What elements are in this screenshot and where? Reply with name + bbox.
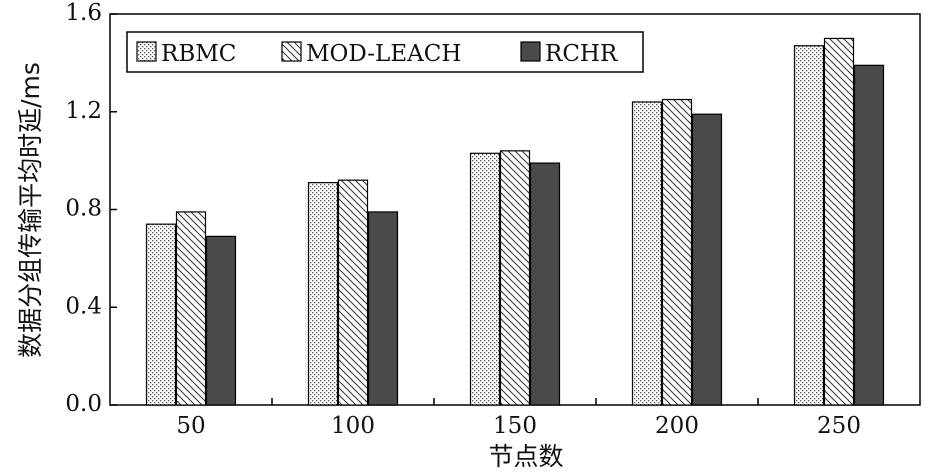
plot-area: 0.0 0.4 0.8 1.2 1.6 50 100 150 200 250 (65, 0, 921, 439)
y-tick-label: 1.6 (65, 0, 102, 26)
y-tick-label: 0.4 (65, 293, 102, 319)
bar-mod-leach (175, 211, 207, 406)
y-tick-label: 0.8 (65, 196, 102, 222)
bar-rchr (205, 235, 237, 406)
y-tick-label: 0.0 (65, 391, 102, 417)
x-tick-label: 50 (176, 413, 205, 439)
legend-label: MOD-LEACH (306, 41, 461, 67)
bar-mod-leach (499, 150, 531, 406)
x-tick-label: 150 (493, 413, 537, 439)
x-axis-title: 节点数 (488, 442, 563, 471)
bar-mod-leach (661, 98, 693, 406)
x-tick-label: 200 (655, 413, 699, 439)
bar-rbmc (793, 45, 825, 406)
bar-mod-leach (823, 37, 855, 406)
bar-rbmc (145, 223, 177, 406)
legend-swatch (281, 41, 302, 62)
bars (145, 37, 885, 406)
y-axis-title: 数据分组传输平均时延/ms (16, 62, 45, 358)
legend: RBMC MOD-LEACH RCHR (126, 31, 644, 73)
legend-label: RCHR (545, 41, 618, 67)
bar-rchr (367, 211, 399, 406)
y-axis: 0.0 0.4 0.8 1.2 1.6 (65, 0, 117, 417)
bar-rbmc (469, 152, 501, 406)
bar-rchr (691, 113, 723, 406)
legend-label: RBMC (161, 41, 236, 67)
legend-box (126, 31, 644, 73)
bar-rchr (853, 64, 885, 406)
y-tick-label: 1.2 (65, 98, 102, 124)
bar-rchr (529, 162, 561, 406)
x-tick-label: 100 (331, 413, 375, 439)
legend-swatch (520, 41, 541, 62)
legend-swatch (136, 41, 157, 62)
x-axis: 50 100 150 200 250 (176, 398, 861, 439)
bar-rbmc (307, 182, 339, 406)
bar-mod-leach (337, 179, 369, 406)
bar-rbmc (631, 101, 663, 406)
x-tick-label: 250 (817, 413, 861, 439)
